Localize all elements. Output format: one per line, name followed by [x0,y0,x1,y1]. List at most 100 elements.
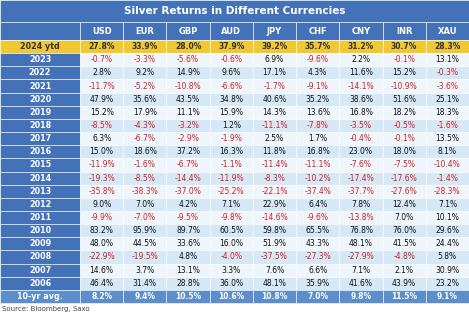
Bar [296,263,340,277]
Text: -1.6%: -1.6% [134,160,156,169]
Bar [383,93,426,106]
Bar [166,224,210,237]
Text: -14.4%: -14.4% [175,174,202,182]
Text: 48.1%: 48.1% [263,279,287,288]
Bar [253,237,296,250]
Bar [340,185,383,198]
Text: 2015: 2015 [29,160,51,169]
Text: 2023: 2023 [29,55,51,64]
Bar [296,250,340,263]
Bar [296,53,340,66]
Text: 47.9%: 47.9% [90,95,113,104]
Bar [383,277,426,290]
Text: -9.8%: -9.8% [220,213,242,222]
Text: 18.3%: 18.3% [435,108,459,117]
Text: 2021: 2021 [29,82,51,91]
Bar [296,145,340,158]
Bar [0,66,80,79]
Bar [383,250,426,263]
Bar [426,132,469,145]
Text: 2010: 2010 [29,226,51,235]
Bar [80,66,123,79]
Bar [80,290,123,303]
Text: 35.7%: 35.7% [304,42,331,51]
Bar [426,93,469,106]
Bar [80,198,123,211]
Bar [123,79,166,93]
Text: 59.8%: 59.8% [263,226,287,235]
Bar [123,290,166,303]
Bar [166,277,210,290]
Bar [426,250,469,263]
Bar [340,224,383,237]
Text: -6.6%: -6.6% [220,82,242,91]
Text: INR: INR [396,26,412,35]
Bar [80,93,123,106]
Text: 43.3%: 43.3% [306,239,330,248]
Bar [340,66,383,79]
Text: 89.7%: 89.7% [176,226,200,235]
Text: 2017: 2017 [29,134,51,143]
Bar [80,277,123,290]
Text: 2.2%: 2.2% [351,55,371,64]
Bar [426,40,469,53]
Bar [166,250,210,263]
Text: 9.0%: 9.0% [92,200,111,209]
Text: -7.6%: -7.6% [350,160,372,169]
Text: 16.3%: 16.3% [219,147,243,156]
Text: 30.7%: 30.7% [391,42,417,51]
Text: -35.8%: -35.8% [88,187,115,196]
Text: 3.3%: 3.3% [222,266,241,275]
Bar [296,22,340,40]
Text: 7.0%: 7.0% [307,292,328,301]
Text: -9.5%: -9.5% [177,213,199,222]
Bar [0,22,80,40]
Bar [80,106,123,119]
Text: -11.9%: -11.9% [218,174,245,182]
Bar [253,224,296,237]
Bar [166,198,210,211]
Text: -11.1%: -11.1% [261,121,288,130]
Bar [296,93,340,106]
Bar [253,263,296,277]
Bar [166,237,210,250]
Bar [426,198,469,211]
Bar [340,79,383,93]
Bar [210,106,253,119]
Bar [296,79,340,93]
Text: 15.2%: 15.2% [90,108,113,117]
Text: 12.4%: 12.4% [392,200,416,209]
Text: -10.4%: -10.4% [434,160,461,169]
Bar [123,277,166,290]
Bar [210,250,253,263]
Text: 43.5%: 43.5% [176,95,200,104]
Text: XAU: XAU [438,26,457,35]
Text: -1.7%: -1.7% [264,82,286,91]
Text: 46.4%: 46.4% [90,279,113,288]
Text: 15.9%: 15.9% [219,108,243,117]
Text: 11.1%: 11.1% [176,108,200,117]
Text: 2008: 2008 [29,252,51,262]
Bar [80,263,123,277]
Text: -9.6%: -9.6% [307,55,329,64]
Bar [340,290,383,303]
Text: 83.2%: 83.2% [90,226,113,235]
Text: -19.3%: -19.3% [88,174,115,182]
Bar [166,290,210,303]
Bar [166,79,210,93]
Text: -10.8%: -10.8% [175,82,201,91]
Text: -0.6%: -0.6% [220,55,242,64]
Bar [210,198,253,211]
Text: 23.2%: 23.2% [435,279,459,288]
Text: -7.0%: -7.0% [134,213,156,222]
Bar [166,145,210,158]
Bar [166,93,210,106]
Text: 22.9%: 22.9% [263,200,287,209]
Text: 5.8%: 5.8% [438,252,457,262]
Text: EUR: EUR [136,26,154,35]
Bar [426,66,469,79]
Bar [0,198,80,211]
Bar [253,158,296,172]
Bar [210,263,253,277]
Bar [383,22,426,40]
